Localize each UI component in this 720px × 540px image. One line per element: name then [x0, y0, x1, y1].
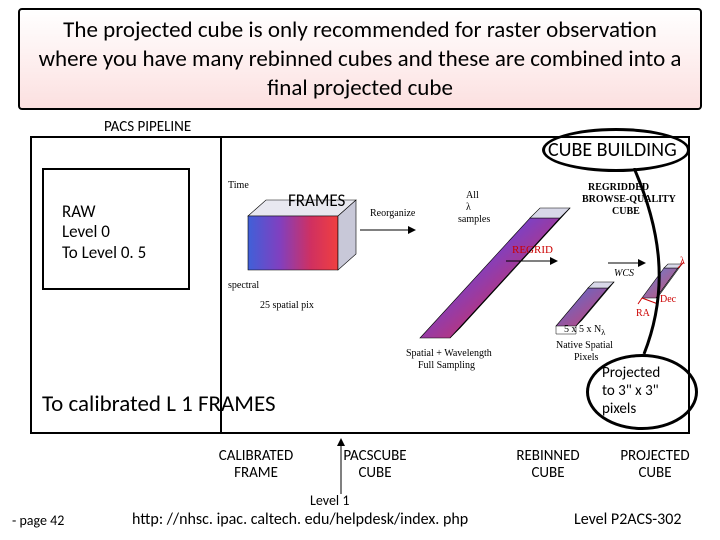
lambda2-label: λ [680, 256, 685, 267]
regrid-arrow-icon [506, 254, 562, 268]
raw-box: RAW Level 0 To Level 0. 5 [42, 168, 190, 290]
pixels-label: Pixels [574, 352, 598, 363]
frame-line-bottom [30, 432, 690, 434]
spatial-label: 25 spatial pix [260, 300, 314, 311]
connector-line [600, 168, 680, 358]
projected-label-bottom: PROJECTEDCUBE [610, 448, 700, 483]
level1-arrow-icon [334, 438, 348, 496]
footer-right: Level P2ACS-302 [574, 510, 681, 529]
footer-level1: Level 1 [310, 492, 349, 509]
raw-line2: Level 0 [62, 222, 180, 242]
frame-line-left [30, 136, 32, 434]
circle-cube-building [542, 128, 690, 172]
footer-page: - page 42 [12, 512, 64, 529]
lambda-label: λ [466, 202, 471, 213]
cal-frame-label: CALIBRATEDFRAME [206, 448, 306, 483]
frames-label: FRAMES [288, 190, 345, 211]
rebinned-label: REBINNEDCUBE [508, 448, 588, 483]
raw-line3: To Level 0. 5 [62, 243, 180, 263]
spatial-wave-label: Spatial + Wavelength [406, 348, 492, 359]
samples-label: samples [458, 214, 490, 225]
banner-text: The projected cube is only recommended f… [39, 16, 682, 102]
pipeline-label: PACS PIPELINE [104, 118, 191, 136]
footer-url: http: //nhsc. ipac. caltech. edu/helpdes… [132, 510, 468, 529]
full-sampling-label: Full Sampling [418, 360, 475, 371]
time-label: Time [228, 180, 249, 191]
circle-projected [586, 354, 698, 430]
raw-line1: RAW [62, 202, 180, 222]
l1-label: To calibrated L 1 FRAMES [42, 390, 276, 418]
banner-box: The projected cube is only recommended f… [18, 8, 702, 110]
all-label: All [466, 190, 479, 201]
spectral-label: spectral [228, 280, 259, 291]
